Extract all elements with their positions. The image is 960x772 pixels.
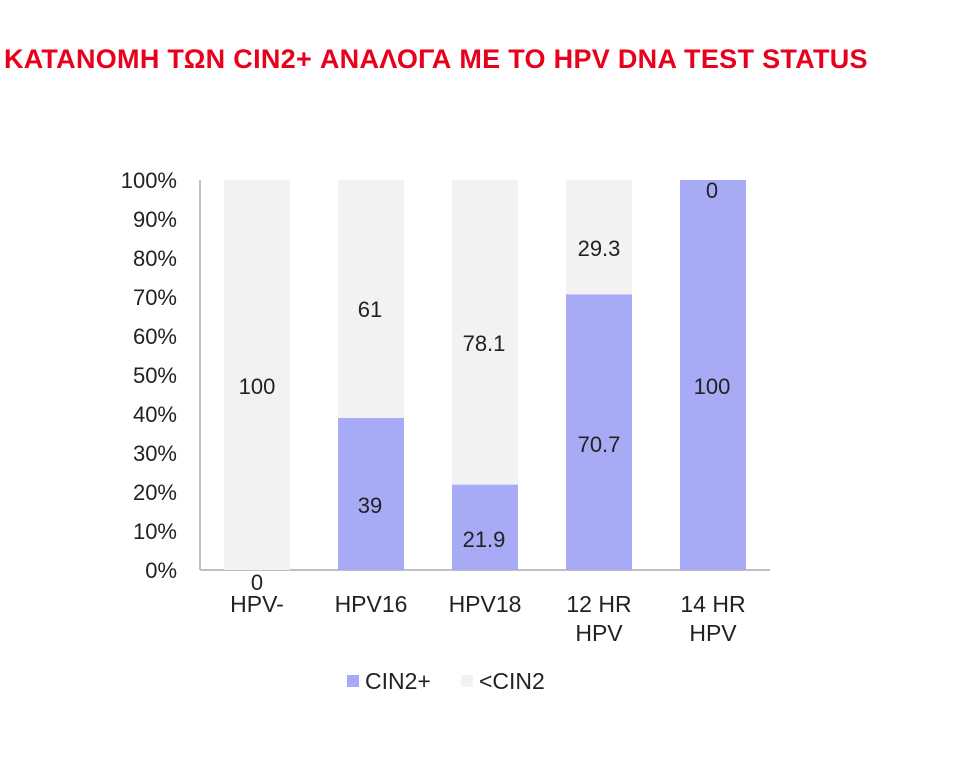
- x-tick-label: 14 HR: [680, 591, 745, 617]
- y-tick-label: 90%: [133, 207, 177, 232]
- data-label-below-cin2: 29.3: [578, 236, 621, 261]
- legend-label-below-cin2: <CIN2: [479, 668, 545, 694]
- legend-label-cin2-plus: CIN2+: [365, 668, 431, 694]
- y-tick-label: 20%: [133, 480, 177, 505]
- bar-segment-cin2-plus: [566, 294, 632, 570]
- y-tick-label: 50%: [133, 363, 177, 388]
- y-tick-label: 70%: [133, 285, 177, 310]
- legend-swatch-cin2-plus: [347, 675, 359, 687]
- bar-segment-below-cin2: [224, 180, 290, 570]
- bar-segment-below-cin2: [338, 180, 404, 418]
- data-label-cin2-plus: 100: [694, 374, 731, 399]
- y-tick-label: 40%: [133, 402, 177, 427]
- bar-segment-cin2-plus: [452, 484, 518, 570]
- data-label-below-cin2: 100: [239, 374, 276, 399]
- bar-segment-below-cin2: [566, 180, 632, 295]
- bar-segment-below-cin2: [452, 180, 518, 485]
- y-tick-label: 10%: [133, 519, 177, 544]
- bar-segment-cin2-plus: [680, 180, 746, 570]
- y-tick-label: 100%: [121, 168, 177, 193]
- data-label-cin2-plus: 70.7: [578, 432, 621, 457]
- data-label-cin2-plus: 39: [358, 493, 382, 518]
- y-tick-label: 0%: [145, 558, 177, 583]
- data-label-below-cin2: 61: [358, 297, 382, 322]
- x-tick-label: HPV-: [230, 591, 284, 617]
- page-title: ΚΑΤΑΝΟΜΗ ΤΩΝ CIN2+ ΑΝΑΛΟΓΑ ΜΕ ΤΟ HPV DNA…: [4, 44, 868, 74]
- data-label-cin2-plus: 21.9: [463, 527, 506, 552]
- legend-swatch-below-cin2: [461, 675, 473, 687]
- x-tick-label: 12 HR: [566, 591, 631, 617]
- data-label-below-cin2: 78.1: [463, 331, 506, 356]
- y-tick-label: 80%: [133, 246, 177, 271]
- x-tick-label: HPV16: [335, 591, 408, 617]
- x-tick-label: HPV18: [449, 591, 522, 617]
- bar-segment-cin2-plus: [338, 417, 404, 570]
- y-tick-label: 30%: [133, 441, 177, 466]
- y-tick-label: 60%: [133, 324, 177, 349]
- data-label-below-cin2: 0: [706, 178, 718, 203]
- x-tick-label: HPV: [689, 620, 737, 646]
- data-label-cin2-plus: 0: [251, 570, 263, 595]
- x-tick-label: HPV: [575, 620, 623, 646]
